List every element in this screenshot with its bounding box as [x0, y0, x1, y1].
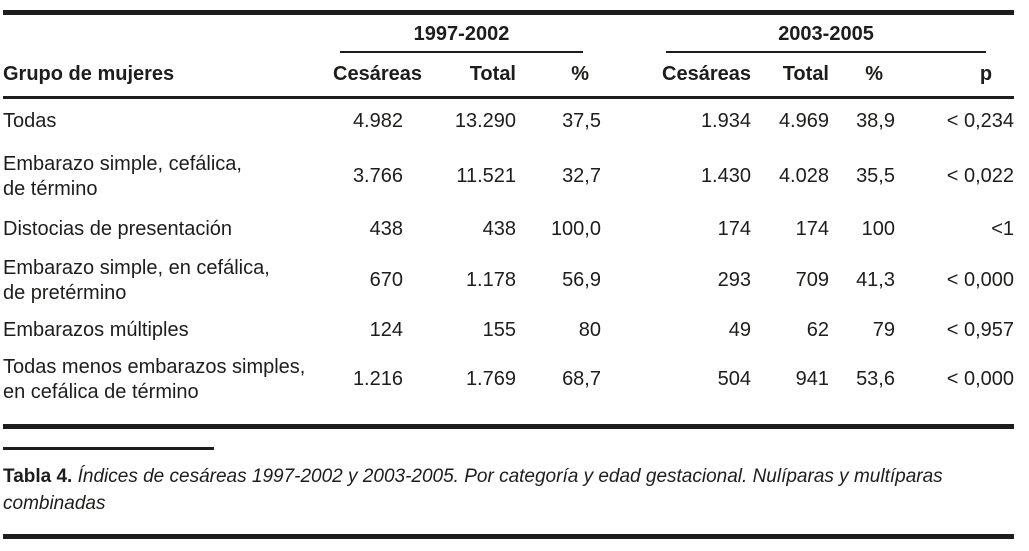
cell-cesareas-1997: 4.982 [352, 109, 403, 132]
column-header-grupo-de-mujeres: Grupo de mujeres [3, 62, 175, 85]
table-row-embarazos-multiples: Embarazos múltiples 124 155 80 49 62 79 … [3, 311, 1014, 349]
cell-pct-2003: 35,5 [856, 165, 895, 187]
empty-header-cell [3, 15, 333, 53]
cell-cesareas-1997: 3.766 [352, 165, 403, 187]
cell-pct-1997: 37,5 [562, 109, 601, 132]
cell-total-2003: 4.969 [778, 109, 829, 132]
period-1-header-cell: 1997-2002 [333, 15, 601, 53]
cell-pct-1997: 56,9 [562, 269, 601, 291]
table-row-todas: Todas 4.982 13.290 37,5 1.934 4.969 38,9… [3, 97, 1014, 144]
period-1997-2002-label: 1997-2002 [340, 23, 583, 53]
column-header-p: p [979, 62, 993, 85]
cell-cesareas-2003: 1.934 [700, 109, 751, 132]
cell-p-value: < 0,957 [946, 318, 1015, 341]
caption-separator-line [3, 447, 214, 450]
row-group-label: Embarazo simple, cefálica, de término [3, 152, 242, 200]
table-body: Todas 4.982 13.290 37,5 1.934 4.969 38,9… [3, 97, 1014, 410]
period-2003-2005-label: 2003-2005 [666, 23, 987, 53]
cell-cesareas-2003: 1.430 [700, 165, 751, 187]
cell-total-2003: 62 [806, 318, 829, 341]
cell-p-value: <1 [991, 218, 1015, 240]
cell-total-1997: 11.521 [456, 165, 516, 187]
cell-p-value: < 0,234 [946, 109, 1015, 132]
table-caption: Tabla 4. Índices de cesáreas 1997-2002 y… [3, 463, 1014, 517]
cell-p-value: < 0,022 [946, 165, 1015, 187]
cell-pct-2003: 100 [861, 218, 895, 240]
table-header: 1997-2002 2003-2005 Grupo de mujeres Ces… [3, 15, 1015, 97]
cell-pct-1997: 100,0 [550, 218, 601, 240]
cell-total-2003: 4.028 [778, 165, 829, 187]
cell-total-2003: 174 [795, 218, 829, 240]
column-header-pct-2003: % [865, 62, 883, 85]
column-header-total-2003: Total [782, 62, 829, 85]
period-2-header-cell: 2003-2005 [601, 15, 1014, 53]
cell-total-1997: 1.769 [465, 368, 516, 390]
row-group-label: Distocias de presentación [3, 218, 233, 240]
cell-pct-1997: 32,7 [562, 165, 601, 187]
cell-pct-2003: 53,6 [856, 368, 895, 390]
cell-pct-2003: 38,9 [856, 109, 895, 132]
cell-pct-1997: 68,7 [562, 368, 601, 390]
table-caption-number: Tabla 4. [3, 466, 73, 487]
table-caption-text-line2: combinadas [3, 493, 106, 514]
cell-pct-2003: 41,3 [856, 269, 895, 291]
cell-total-1997: 1.178 [465, 269, 516, 291]
column-header-cesareas-2003: Cesáreas [662, 62, 751, 85]
column-header-pct-1997: % [571, 62, 589, 85]
cell-total-1997: 13.290 [454, 109, 516, 132]
cell-p-value: < 0,000 [946, 368, 1015, 390]
table-row-distocias: Distocias de presentación 438 438 100,0 … [3, 209, 1014, 250]
cesarean-rates-table: 1997-2002 2003-2005 Grupo de mujeres Ces… [3, 15, 1015, 410]
cell-total-2003: 709 [795, 269, 829, 291]
table-figure: 1997-2002 2003-2005 Grupo de mujeres Ces… [3, 10, 1015, 539]
cell-total-1997: 155 [482, 318, 516, 341]
cell-total-1997: 438 [482, 218, 516, 240]
cell-pct-1997: 80 [578, 318, 601, 341]
cell-cesareas-2003: 49 [728, 318, 751, 341]
cell-cesareas-1997: 670 [369, 269, 403, 291]
table-top-rule [3, 10, 1014, 15]
cell-cesareas-2003: 504 [717, 368, 751, 390]
page-bottom-rule [3, 534, 1014, 539]
row-group-label: Todas menos embarazos simples, en cefáli… [3, 355, 306, 403]
column-header-total-1997: Total [469, 62, 516, 85]
cell-pct-2003: 79 [872, 318, 895, 341]
table-row-embarazo-simple-termino: Embarazo simple, cefálica, de término 3.… [3, 144, 1014, 209]
cell-p-value: < 0,000 [946, 269, 1015, 291]
column-header-cesareas-1997: Cesáreas [333, 62, 422, 85]
cell-cesareas-1997: 438 [369, 218, 403, 240]
table-row-embarazo-simple-pretermino: Embarazo simple, en cefálica, de pretérm… [3, 250, 1014, 311]
table-caption-text-line1: Índices de cesáreas 1997-2002 y 2003-200… [72, 466, 943, 487]
row-group-label: Embarazo simple, en cefálica, de pretérm… [3, 256, 270, 304]
row-group-label: Embarazos múltiples [3, 318, 189, 341]
cell-cesareas-2003: 293 [717, 269, 751, 291]
table-bottom-rule [3, 424, 1014, 429]
cell-total-2003: 941 [795, 368, 829, 390]
table-row-todas-menos-simples: Todas menos embarazos simples, en cefáli… [3, 349, 1014, 410]
row-group-label: Todas [3, 109, 57, 132]
period-header-row: 1997-2002 2003-2005 [3, 15, 1014, 53]
cell-cesareas-1997: 1.216 [352, 368, 403, 390]
cell-cesareas-1997: 124 [369, 318, 403, 341]
column-header-row: Grupo de mujeres Cesáreas Total % Cesáre… [3, 53, 1015, 97]
cell-cesareas-2003: 174 [717, 218, 751, 240]
